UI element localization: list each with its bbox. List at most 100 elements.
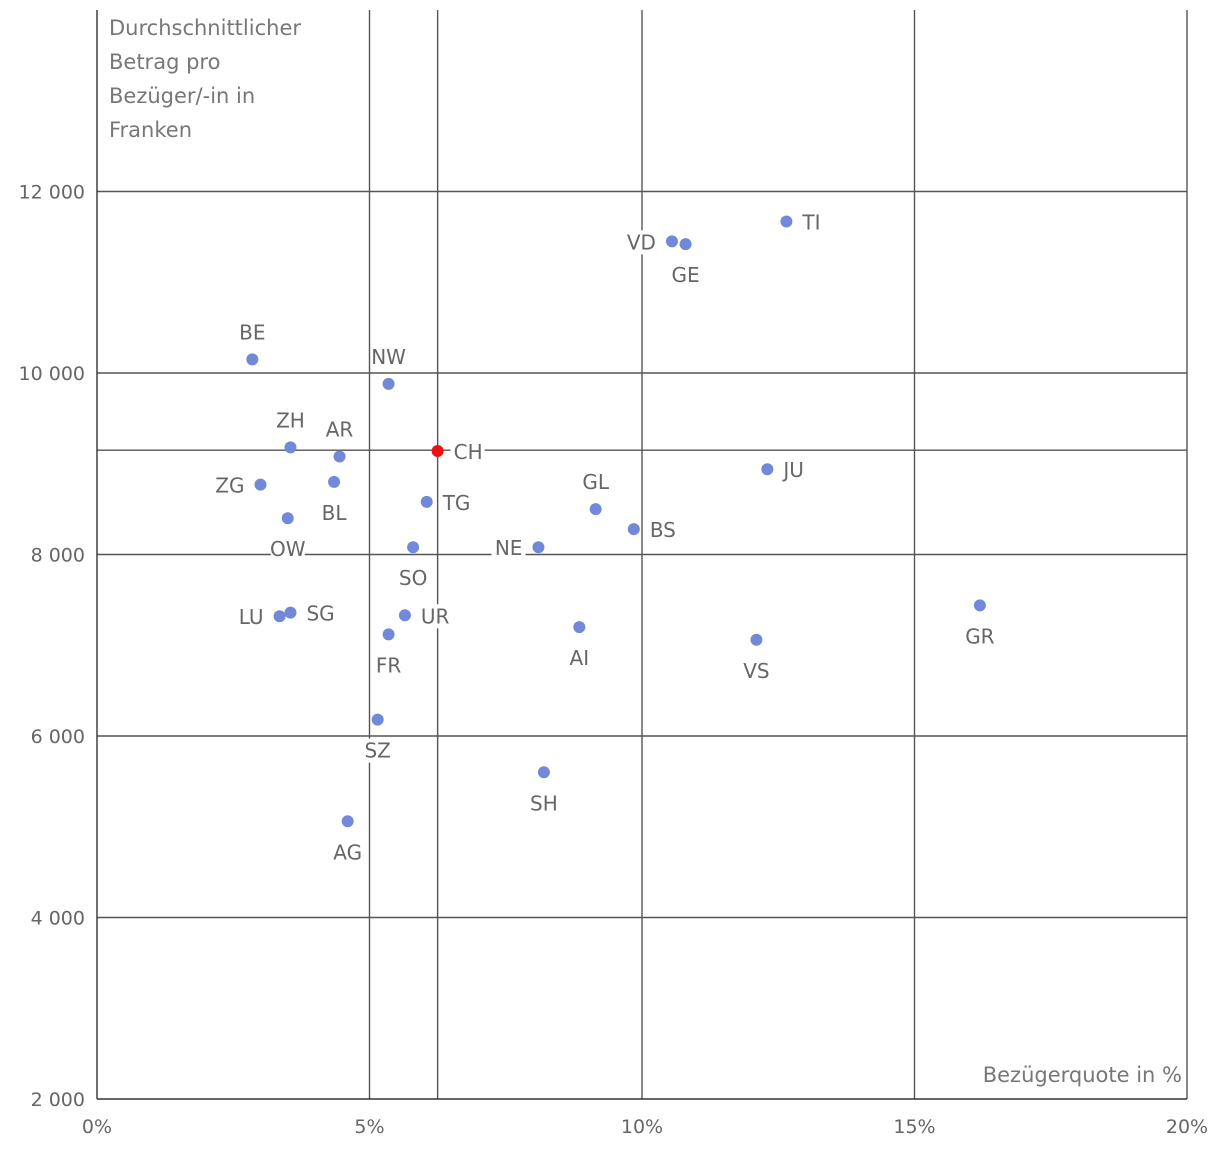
point-label-zh: ZH <box>276 408 305 432</box>
point-label-ow: OW <box>270 537 306 561</box>
data-point-sg <box>284 606 297 619</box>
point-label-background <box>562 646 597 671</box>
data-point-lu <box>273 610 286 623</box>
point-label-bl: BL <box>322 501 348 525</box>
data-point-tg <box>420 495 433 508</box>
data-point-so <box>407 541 420 554</box>
point-label-background <box>739 658 774 683</box>
point-label-ju: JU <box>781 458 804 482</box>
data-point-gr <box>973 599 986 612</box>
point-label-ag: AG <box>333 840 362 864</box>
point-label-background <box>270 537 305 562</box>
point-label-background <box>235 320 270 345</box>
data-point-gl <box>589 503 602 516</box>
data-point-zg <box>254 478 267 491</box>
point-label-gr: GR <box>965 624 994 648</box>
data-point-ow <box>281 512 294 525</box>
point-label-background <box>439 490 474 515</box>
point-label-background <box>450 440 485 465</box>
point-label-nw: NW <box>371 345 406 369</box>
y-tick-label: 6 000 <box>31 726 85 748</box>
point-label-ar: AR <box>326 417 354 441</box>
point-label-sz: SZ <box>364 739 390 763</box>
data-point-sz <box>371 713 384 726</box>
x-tick-label: 15% <box>893 1116 935 1138</box>
point-label-background <box>962 624 997 649</box>
point-label-fr: FR <box>376 653 402 677</box>
point-label-background <box>799 210 834 235</box>
point-label-ti: TI <box>801 210 820 234</box>
data-point-fr <box>382 628 395 641</box>
point-label-background <box>417 604 452 629</box>
point-label-background <box>491 536 526 561</box>
point-label-be: BE <box>239 320 265 344</box>
point-label-background <box>578 470 613 495</box>
data-point-be <box>246 353 259 366</box>
data-point-ti <box>780 215 793 228</box>
x-tick-label: 5% <box>354 1116 384 1138</box>
point-label-so: SO <box>399 566 427 590</box>
data-point-ur <box>398 609 411 622</box>
data-point-ne <box>532 541 545 554</box>
x-tick-label: 20% <box>1166 1116 1208 1138</box>
points-layer: BE NW ZH AR CH ZG BL TG OW SO NE GL BS JU VD GE TI LU SG UR… <box>213 210 997 865</box>
point-label-background <box>317 500 352 525</box>
point-label-background <box>303 601 338 626</box>
point-label-zg: ZG <box>215 474 244 498</box>
data-point-ju <box>761 463 774 476</box>
point-label-background <box>213 473 248 498</box>
point-label-background <box>322 417 357 442</box>
point-label-background <box>624 230 659 255</box>
point-label-background <box>780 458 815 483</box>
point-label-vs: VS <box>743 659 769 683</box>
data-point-ge <box>679 238 692 251</box>
y-tick-label: 8 000 <box>31 545 85 567</box>
point-label-gl: GL <box>582 470 609 494</box>
point-label-background <box>396 566 431 591</box>
data-point-vd <box>665 235 678 248</box>
point-label-bs: BS <box>650 518 676 542</box>
point-label-background <box>232 605 267 630</box>
point-label-background <box>360 738 395 763</box>
data-point-ch <box>431 445 444 458</box>
data-point-ag <box>341 815 354 828</box>
data-point-sh <box>537 766 550 779</box>
x-tick-label: 10% <box>621 1116 663 1138</box>
point-label-background <box>330 840 365 865</box>
y-axis-title-line-3: Bezüger/-in in <box>109 84 255 108</box>
y-tick-label: 12 000 <box>19 182 85 204</box>
y-tick-label: 4 000 <box>31 908 85 930</box>
grid-layer <box>97 10 1188 1099</box>
point-label-background <box>371 653 406 678</box>
point-label-background <box>526 791 561 816</box>
point-label-ch: CH <box>454 440 483 464</box>
point-label-sh: SH <box>530 791 558 815</box>
axis-layer: 0% 5% 10% 15% 20% 2 000 4 000 6 000 8 000 10 000 1… <box>19 10 1208 1138</box>
y-tick-label: 10 000 <box>19 363 85 385</box>
x-axis-title: Bezügerquote in % <box>983 1063 1182 1087</box>
point-label-background <box>646 518 681 543</box>
data-point-bl <box>328 475 341 488</box>
point-label-lu: LU <box>239 605 264 629</box>
point-label-ge: GE <box>672 263 700 287</box>
point-label-sg: SG <box>306 602 334 626</box>
point-label-background <box>273 408 308 433</box>
data-point-ai <box>573 621 586 634</box>
data-point-zh <box>284 441 297 454</box>
data-point-ar <box>333 450 346 463</box>
data-point-bs <box>627 523 640 536</box>
x-tick-label: 0% <box>82 1116 112 1138</box>
data-point-vs <box>750 633 763 646</box>
y-axis-title-line-2: Betrag pro <box>109 50 220 74</box>
y-axis-title-line-1: Durchschnittlicher <box>109 16 301 40</box>
data-point-nw <box>382 377 395 390</box>
point-label-ai: AI <box>570 646 590 670</box>
point-label-ur: UR <box>421 604 450 628</box>
point-label-vd: VD <box>627 230 656 254</box>
point-label-ne: NE <box>495 536 523 560</box>
y-tick-label: 2 000 <box>31 1089 85 1111</box>
y-axis-title-line-4: Franken <box>109 118 192 142</box>
point-label-tg: TG <box>442 491 471 515</box>
point-label-background <box>668 263 703 288</box>
